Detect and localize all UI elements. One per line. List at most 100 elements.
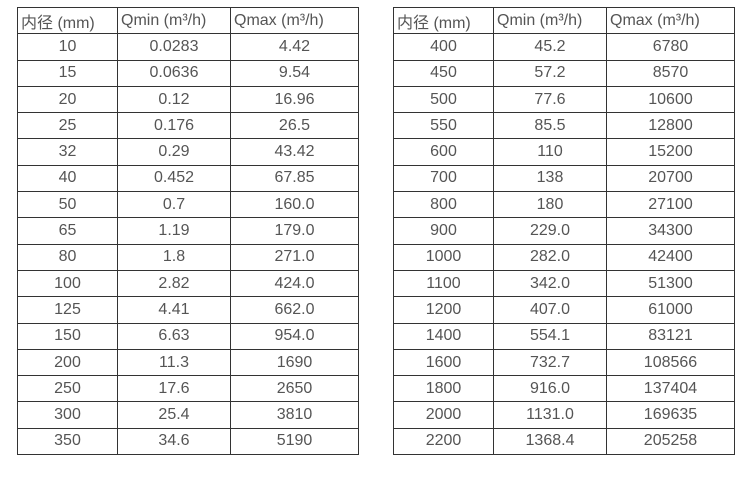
table-cell: 1690 xyxy=(230,348,359,377)
table-cell: 4.42 xyxy=(230,33,359,61)
table-cell: 34.6 xyxy=(117,427,231,456)
flow-spec-table-right: 内径 (mm) Qmin (m³/h) Qmax (m³/h) 400 45.2 6780… xyxy=(393,6,735,456)
table-cell: 25 xyxy=(17,112,118,140)
table-row: 1800 916.0 137404 xyxy=(393,375,735,403)
table-cell: 11.3 xyxy=(117,348,231,377)
table-cell: 732.7 xyxy=(493,348,607,377)
table-cell: 2000 xyxy=(393,401,494,429)
table-row: 1600 732.7 108566 xyxy=(393,348,735,377)
table-cell: 954.0 xyxy=(230,322,359,350)
flow-spec-table-left: 内径 (mm) Qmin (m³/h) Qmax (m³/h) 10 0.0283 4.4… xyxy=(17,6,359,456)
header-row: 内径 (mm) Qmin (m³/h) Qmax (m³/h) xyxy=(393,6,735,35)
table-row: 32 0.29 43.42 xyxy=(17,138,359,166)
table-row: 600 110 15200 xyxy=(393,138,735,166)
table-cell: 0.0636 xyxy=(117,59,231,87)
table-cell: 600 xyxy=(393,138,494,166)
table-cell: 1000 xyxy=(393,243,494,271)
table-cell: 25.4 xyxy=(117,401,231,429)
table-cell: 342.0 xyxy=(493,269,607,298)
table-cell: 83121 xyxy=(606,322,735,350)
table-cell: 250 xyxy=(17,375,118,403)
table-cell: 229.0 xyxy=(493,217,607,245)
table-cell: 12800 xyxy=(606,112,735,140)
table-cell: 500 xyxy=(393,85,494,114)
table-cell: 61000 xyxy=(606,296,735,324)
table-cell: 137404 xyxy=(606,375,735,403)
table-cell: 179.0 xyxy=(230,217,359,245)
column-header: Qmax (m³/h) xyxy=(230,6,359,35)
table-cell: 180 xyxy=(493,191,607,219)
table-cell: 205258 xyxy=(606,427,735,456)
tables-wrap: 内径 (mm) Qmin (m³/h) Qmax (m³/h) 10 0.0283 4.4… xyxy=(17,6,735,456)
table-cell: 550 xyxy=(393,112,494,140)
table-cell: 0.452 xyxy=(117,164,231,193)
table-cell: 160.0 xyxy=(230,191,359,219)
table-cell: 100 xyxy=(17,269,118,298)
table-row: 100 2.82 424.0 xyxy=(17,269,359,298)
table-cell: 2650 xyxy=(230,375,359,403)
table-cell: 10600 xyxy=(606,85,735,114)
table-cell: 700 xyxy=(393,164,494,193)
table-row: 250 17.6 2650 xyxy=(17,375,359,403)
table-row: 700 138 20700 xyxy=(393,164,735,193)
table-cell: 45.2 xyxy=(493,33,607,61)
table-cell: 1600 xyxy=(393,348,494,377)
table-row: 500 77.6 10600 xyxy=(393,85,735,114)
table-cell: 1368.4 xyxy=(493,427,607,456)
table-cell: 424.0 xyxy=(230,269,359,298)
column-header: 内径 (mm) xyxy=(393,6,494,35)
table-row: 300 25.4 3810 xyxy=(17,401,359,429)
table-row: 80 1.8 271.0 xyxy=(17,243,359,271)
table-cell: 80 xyxy=(17,243,118,271)
table-cell: 554.1 xyxy=(493,322,607,350)
table-row: 200 11.3 1690 xyxy=(17,348,359,377)
table-cell: 4.41 xyxy=(117,296,231,324)
table-row: 550 85.5 12800 xyxy=(393,112,735,140)
table-cell: 42400 xyxy=(606,243,735,271)
table-cell: 57.2 xyxy=(493,59,607,87)
table-row: 800 180 27100 xyxy=(393,191,735,219)
table-row: 150 6.63 954.0 xyxy=(17,322,359,350)
table-cell: 0.12 xyxy=(117,85,231,114)
table-row: 65 1.19 179.0 xyxy=(17,217,359,245)
table-cell: 51300 xyxy=(606,269,735,298)
table-cell: 6780 xyxy=(606,33,735,61)
table-row: 450 57.2 8570 xyxy=(393,59,735,87)
table-row: 40 0.452 67.85 xyxy=(17,164,359,193)
table-row: 2200 1368.4 205258 xyxy=(393,427,735,456)
table-cell: 20700 xyxy=(606,164,735,193)
column-header: Qmax (m³/h) xyxy=(606,6,735,35)
table-row: 2000 1131.0 169635 xyxy=(393,401,735,429)
table-cell: 2.82 xyxy=(117,269,231,298)
table-cell: 77.6 xyxy=(493,85,607,114)
table-cell: 67.85 xyxy=(230,164,359,193)
table-cell: 32 xyxy=(17,138,118,166)
table-cell: 1.19 xyxy=(117,217,231,245)
table-row: 900 229.0 34300 xyxy=(393,217,735,245)
table-cell: 20 xyxy=(17,85,118,114)
table-cell: 1200 xyxy=(393,296,494,324)
table-cell: 50 xyxy=(17,191,118,219)
table-cell: 1400 xyxy=(393,322,494,350)
table-cell: 0.7 xyxy=(117,191,231,219)
table-cell: 1100 xyxy=(393,269,494,298)
table-cell: 8570 xyxy=(606,59,735,87)
table-cell: 169635 xyxy=(606,401,735,429)
table-cell: 900 xyxy=(393,217,494,245)
table-cell: 27100 xyxy=(606,191,735,219)
table-cell: 110 xyxy=(493,138,607,166)
column-header: 内径 (mm) xyxy=(17,6,118,35)
table-cell: 800 xyxy=(393,191,494,219)
table-cell: 26.5 xyxy=(230,112,359,140)
column-header: Qmin (m³/h) xyxy=(117,6,231,35)
table-cell: 138 xyxy=(493,164,607,193)
table-cell: 400 xyxy=(393,33,494,61)
table-cell: 450 xyxy=(393,59,494,87)
table-cell: 1131.0 xyxy=(493,401,607,429)
table-cell: 85.5 xyxy=(493,112,607,140)
table-cell: 108566 xyxy=(606,348,735,377)
table-row: 1400 554.1 83121 xyxy=(393,322,735,350)
header-row: 内径 (mm) Qmin (m³/h) Qmax (m³/h) xyxy=(17,6,359,35)
table-cell: 9.54 xyxy=(230,59,359,87)
